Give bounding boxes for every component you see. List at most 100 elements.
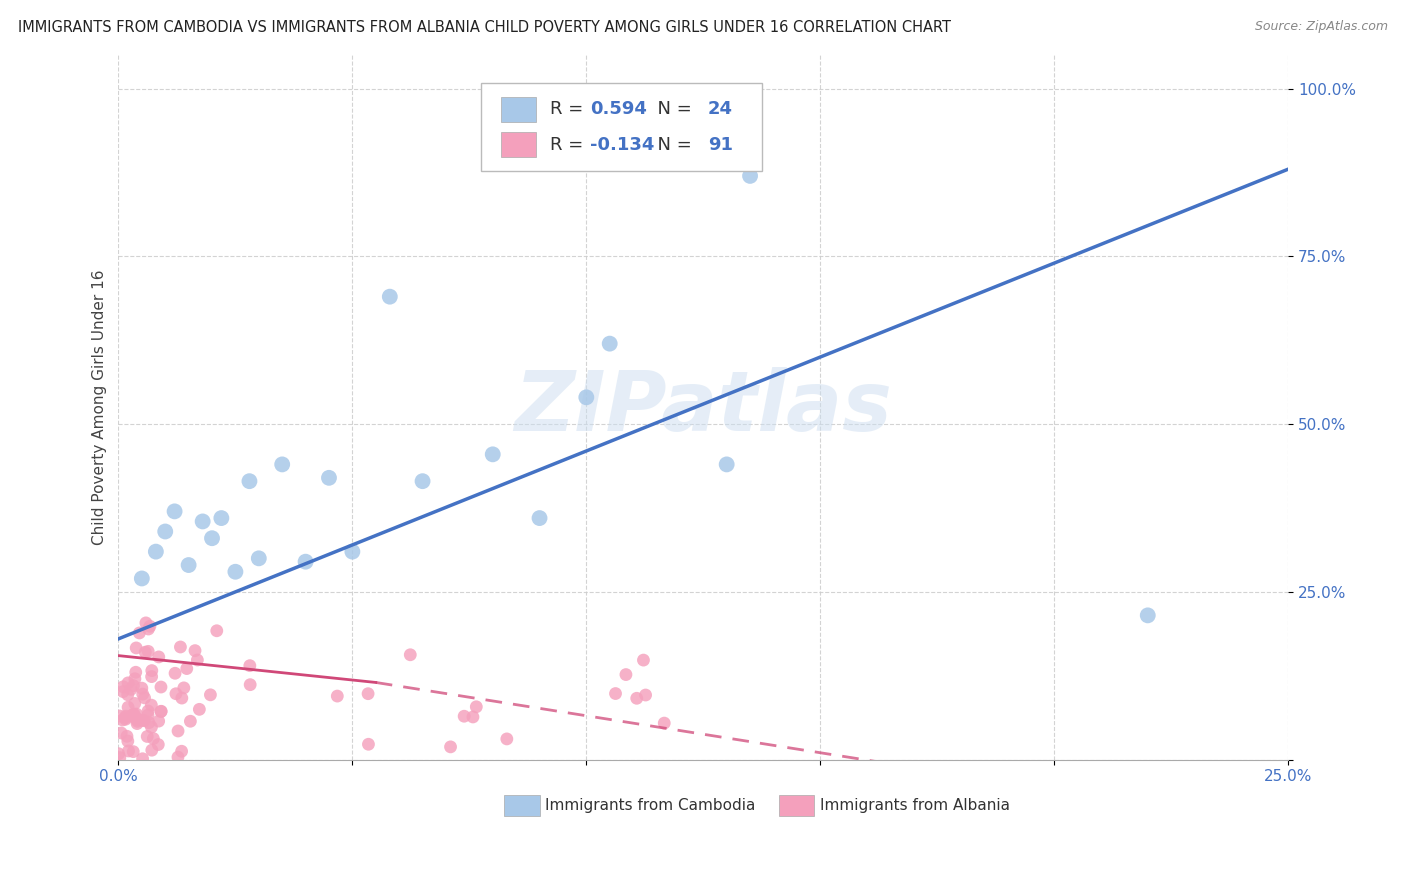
Point — [738, 169, 761, 183]
Point — [205, 624, 228, 638]
Point — [117, 676, 139, 690]
Point — [136, 708, 159, 723]
Point — [134, 690, 156, 705]
Text: -0.134: -0.134 — [591, 136, 654, 153]
Point — [209, 511, 232, 525]
Point — [357, 687, 380, 701]
Text: N =: N = — [645, 101, 697, 119]
Point — [124, 672, 146, 686]
Bar — [501, 132, 536, 157]
Point — [224, 565, 246, 579]
Point — [238, 474, 260, 488]
Point — [626, 691, 648, 706]
Point — [136, 644, 159, 658]
Point — [145, 544, 167, 558]
Point — [136, 704, 159, 718]
Point — [141, 698, 163, 712]
Point — [125, 706, 148, 721]
Point — [378, 290, 401, 304]
Point — [176, 662, 198, 676]
Point — [170, 744, 193, 758]
Point — [114, 712, 136, 726]
Point — [247, 551, 270, 566]
Point — [453, 709, 475, 723]
Point — [318, 471, 340, 485]
Point — [149, 680, 172, 694]
Text: ZIPatlas: ZIPatlas — [515, 367, 893, 448]
Point — [142, 731, 165, 746]
Point — [131, 681, 153, 695]
Point — [652, 716, 675, 731]
Point — [191, 515, 214, 529]
Point — [141, 670, 163, 684]
Point — [495, 731, 517, 746]
Point — [107, 747, 129, 761]
Point — [188, 702, 211, 716]
Text: IMMIGRANTS FROM CAMBODIA VS IMMIGRANTS FROM ALBANIA CHILD POVERTY AMONG GIRLS UN: IMMIGRANTS FROM CAMBODIA VS IMMIGRANTS F… — [18, 20, 952, 35]
Point — [125, 711, 148, 725]
Point — [294, 555, 316, 569]
Point — [326, 689, 349, 703]
Point — [122, 708, 145, 723]
Point — [108, 709, 131, 723]
Point — [114, 709, 136, 723]
Point — [115, 729, 138, 743]
Point — [134, 645, 156, 659]
Point — [149, 705, 172, 719]
Text: Immigrants from Cambodia: Immigrants from Cambodia — [546, 798, 756, 813]
Text: R =: R = — [550, 101, 589, 119]
Point — [201, 531, 224, 545]
Point — [127, 713, 149, 727]
Point — [150, 704, 173, 718]
Point — [186, 653, 208, 667]
Point — [169, 640, 191, 654]
Point — [131, 752, 153, 766]
Point — [167, 723, 190, 738]
Text: R =: R = — [550, 136, 589, 153]
Point — [179, 714, 201, 729]
Text: 24: 24 — [709, 101, 733, 119]
Point — [634, 688, 657, 702]
Point — [124, 697, 146, 711]
Point — [141, 743, 163, 757]
Point — [148, 649, 170, 664]
Bar — [505, 795, 540, 816]
Point — [132, 687, 155, 701]
Point — [599, 336, 621, 351]
Point — [170, 691, 193, 706]
Text: 91: 91 — [709, 136, 733, 153]
Point — [173, 681, 195, 695]
Bar — [501, 96, 536, 122]
Point — [614, 667, 637, 681]
Point — [125, 665, 148, 680]
Point — [141, 664, 163, 678]
Point — [138, 622, 160, 636]
Point — [465, 699, 488, 714]
Point — [239, 678, 262, 692]
Point — [131, 713, 153, 727]
Point — [342, 544, 364, 558]
Point — [135, 615, 157, 630]
Point — [127, 714, 149, 729]
Text: Source: ZipAtlas.com: Source: ZipAtlas.com — [1254, 20, 1388, 33]
Point — [127, 716, 149, 731]
Point — [271, 458, 294, 472]
Point — [716, 458, 738, 472]
Point — [461, 710, 484, 724]
Point — [111, 713, 134, 727]
Point — [177, 558, 200, 572]
Point — [112, 684, 135, 698]
Text: Immigrants from Albania: Immigrants from Albania — [820, 798, 1011, 813]
Point — [605, 687, 627, 701]
Point — [120, 682, 142, 697]
Point — [357, 737, 380, 751]
Point — [108, 750, 131, 764]
Point — [122, 707, 145, 722]
Point — [239, 658, 262, 673]
Point — [117, 700, 139, 714]
Point — [117, 744, 139, 758]
Point — [122, 707, 145, 722]
Y-axis label: Child Poverty Among Girls Under 16: Child Poverty Among Girls Under 16 — [93, 269, 107, 545]
Point — [575, 390, 598, 404]
Text: 0.594: 0.594 — [591, 101, 647, 119]
